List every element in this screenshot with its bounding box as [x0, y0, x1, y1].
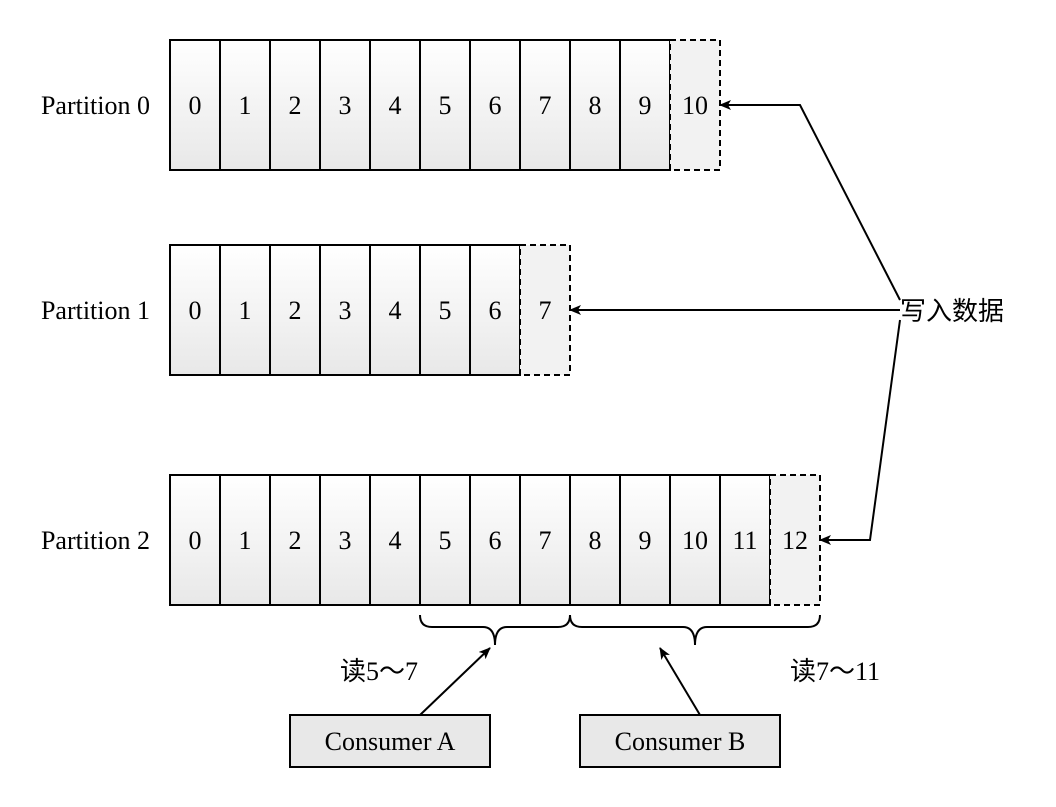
partition-0-cell-9-value: 9: [639, 91, 652, 120]
partition-0-cell-5-value: 5: [439, 91, 452, 120]
consumer-b-read-label: 读7～11: [790, 657, 880, 686]
partition-1-cell-4-value: 4: [389, 296, 402, 325]
consumer-a-label: Consumer A: [325, 727, 456, 756]
partition-1-cell-0-value: 0: [189, 296, 202, 325]
write-arrow-2: [820, 320, 900, 540]
partition-2-cell-0-value: 0: [189, 526, 202, 555]
partition-1-cell-3-value: 3: [339, 296, 352, 325]
partition-2-cell-8-value: 8: [589, 526, 602, 555]
partition-1-cell-2-value: 2: [289, 296, 302, 325]
partition-2-cell-5-value: 5: [439, 526, 452, 555]
partition-diagram: Partition 0012345678910Partition 1012345…: [0, 0, 1056, 807]
partition-2-cell-9-value: 9: [639, 526, 652, 555]
partition-0-cell-8-value: 8: [589, 91, 602, 120]
partition-2-cell-3-value: 3: [339, 526, 352, 555]
partition-0-label: Partition 0: [41, 91, 150, 120]
brace-a: [420, 615, 570, 645]
write-data-label: 写入数据: [900, 297, 1004, 326]
partition-0-cell-2-value: 2: [289, 91, 302, 120]
partition-2-label: Partition 2: [41, 526, 150, 555]
partition-0-cell-3-value: 3: [339, 91, 352, 120]
partition-2-cell-1-value: 1: [239, 526, 252, 555]
partition-1-cell-1-value: 1: [239, 296, 252, 325]
partition-0-cell-0-value: 0: [189, 91, 202, 120]
partition-1-cell-5-value: 5: [439, 296, 452, 325]
partition-1-cell-6-value: 6: [489, 296, 502, 325]
partition-0-cell-1-value: 1: [239, 91, 252, 120]
consumer-b-label: Consumer B: [615, 727, 746, 756]
consumer-a-arrow: [420, 648, 490, 715]
partition-0-cell-6-value: 6: [489, 91, 502, 120]
consumer-b-arrow: [660, 648, 700, 715]
partition-0-cell-7-value: 7: [539, 91, 552, 120]
partition-2-cell-12-value: 12: [782, 526, 808, 555]
partition-0-cell-4-value: 4: [389, 91, 402, 120]
partition-1-cell-7-value: 7: [539, 296, 552, 325]
partition-2-cell-11-value: 11: [732, 526, 757, 555]
partition-2-cell-6-value: 6: [489, 526, 502, 555]
partition-2-cell-2-value: 2: [289, 526, 302, 555]
partition-1-label: Partition 1: [41, 296, 150, 325]
consumer-a-read-label: 读5～7: [340, 657, 418, 686]
write-arrow-0: [720, 105, 900, 300]
partition-2-cell-10-value: 10: [682, 526, 708, 555]
brace-b: [570, 615, 820, 645]
partition-0-cell-10-value: 10: [682, 91, 708, 120]
partition-2-cell-4-value: 4: [389, 526, 402, 555]
partition-2-cell-7-value: 7: [539, 526, 552, 555]
